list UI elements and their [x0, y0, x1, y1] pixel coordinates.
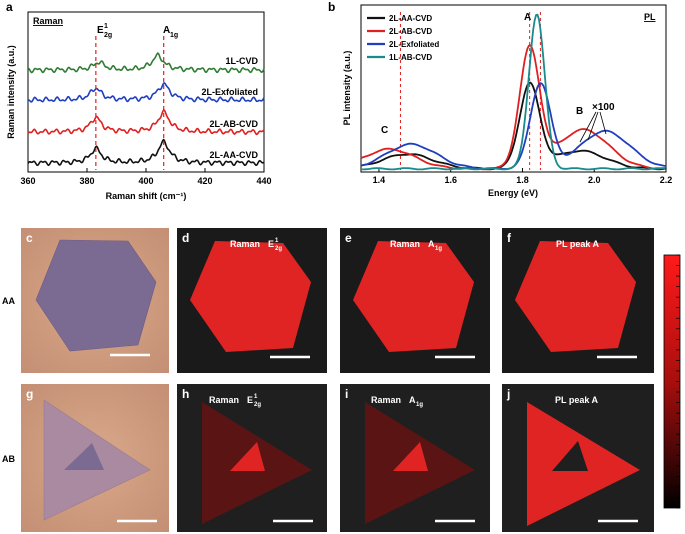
raman-title: Raman [33, 16, 63, 26]
svg-text:1g: 1g [435, 246, 442, 252]
panel-letter-c: c [26, 231, 33, 245]
pl-x-ticks: 1.4 1.6 1.8 2.0 2.2 [373, 168, 673, 185]
panel-letter-h: h [182, 387, 189, 401]
svg-text:Raman: Raman [371, 395, 401, 405]
pl-legend-label: 1L-AB-CVD [389, 53, 432, 62]
pl-y-axis-label: PL intensity (a.u.) [342, 51, 352, 126]
svg-text:A: A [428, 239, 435, 249]
raman-line-1l-cvd [27, 52, 265, 74]
raman-x-axis-label: Raman shift (cm⁻¹) [106, 191, 187, 201]
raman-line-2l-ab-cvd [27, 109, 265, 136]
raman-e2g-main: E [97, 25, 104, 36]
raman-line-2l-aa-cvd [27, 138, 265, 167]
raman-series-label: 2L-AB-CVD [210, 119, 259, 129]
panel-letter-i: i [345, 387, 348, 401]
pl-annotation-x100: ×100 [592, 102, 615, 113]
pl-annotation-arrows [579, 111, 607, 143]
panel-letter-a: a [6, 0, 13, 14]
svg-text:A: A [409, 395, 416, 405]
panel-g-optical-ab: g [21, 384, 169, 532]
pl-legend-label: 2L-AB-CVD [389, 27, 432, 36]
raman-x-tick-label: 420 [197, 176, 212, 186]
map-label-raman-e2g-d: Raman E 1 2g [230, 238, 282, 252]
svg-text:E: E [268, 239, 274, 249]
raman-series-labels: 1L-CVD 2L-Exfoliated 2L-AB-CVD 2L-AA-CVD [201, 56, 258, 160]
panel-d-raman-e2g-map-aa: d Raman E 1 2g [177, 228, 327, 373]
map-label-raman-a1g-e: Raman A 1g [390, 239, 442, 252]
pl-peak-label-a: A [524, 12, 531, 23]
row-label-aa: AA [2, 296, 15, 306]
panel-letter-j: j [506, 387, 510, 401]
svg-text:2g: 2g [275, 246, 282, 252]
panel-letter-g: g [26, 387, 33, 401]
raman-series-label: 1L-CVD [225, 56, 258, 66]
pl-plot-frame [360, 4, 667, 173]
svg-text:1g: 1g [416, 402, 423, 408]
panel-c-optical-aa: c [21, 228, 169, 373]
pl-line-2l-ab-cvd [360, 44, 666, 171]
pl-legend-label: 2L-Exfoliated [389, 40, 439, 49]
map-label-raman-a1g-i: Raman A 1g [371, 395, 423, 408]
panel-e-raman-a1g-map-aa: e Raman A 1g [340, 228, 490, 373]
pl-x-tick-label: 1.6 [444, 175, 457, 185]
map-label-pl-peak-a-f: PL peak A [556, 239, 600, 249]
pl-legend: 2L-AA-CVD 2L-AB-CVD 2L-Exfoliated 1L-AB-CVD [367, 14, 439, 62]
pl-x-tick-label: 2.2 [660, 175, 673, 185]
pl-peak-label-b: B [576, 106, 583, 117]
pl-x-tick-label: 2.0 [588, 175, 601, 185]
map-label-raman-e2g-h: Raman E 1 2g [209, 394, 261, 408]
raman-x-ticks: 360 380 400 420 440 [20, 168, 272, 186]
svg-text:E: E [247, 395, 253, 405]
panel-h-raman-e2g-map-ab: h Raman E 1 2g [177, 384, 327, 532]
raman-x-tick-label: 360 [20, 176, 35, 186]
svg-text:Raman: Raman [230, 239, 260, 249]
pl-x-tick-label: 1.4 [373, 175, 386, 185]
svg-text:1: 1 [254, 394, 258, 400]
panel-f-pl-peak-a-map-aa: f PL peak A [502, 228, 654, 373]
colorbar-ticks [676, 254, 680, 509]
svg-text:Raman: Raman [209, 395, 239, 405]
raman-peak-label-a1g: A 1g [163, 25, 178, 39]
pl-series-lines [360, 12, 666, 171]
raman-series-lines [27, 36, 265, 170]
raman-y-axis-label: Raman intensity (a.u.) [6, 45, 16, 139]
raman-e2g-sup: 1 [104, 23, 108, 30]
map-label-pl-peak-a-j: PL peak A [555, 395, 599, 405]
pl-x-tick-label: 1.8 [516, 175, 529, 185]
raman-a1g-main: A [163, 25, 170, 36]
panel-letter-f: f [507, 231, 512, 245]
panel-letter-d: d [182, 231, 189, 245]
panel-i-raman-a1g-map-ab: i Raman A 1g [340, 384, 490, 532]
raman-series-label: 2L-AA-CVD [210, 150, 259, 160]
raman-e2g-sub: 2g [104, 32, 112, 39]
raman-a1g-sub: 1g [170, 32, 178, 39]
colorbar [663, 254, 681, 509]
svg-text:2g: 2g [254, 402, 261, 408]
row-label-ab: AB [2, 454, 15, 464]
pl-title: PL [644, 12, 656, 22]
pl-chart: b PL PL intensity (a.u.) Energy (eV) 1.4… [328, 0, 672, 198]
raman-chart: a Raman Raman intensity (a.u.) Raman shi… [6, 0, 272, 201]
pl-line-1l-ab-cvd [360, 13, 666, 171]
raman-x-tick-label: 440 [256, 176, 271, 186]
panel-letter-e: e [345, 231, 352, 245]
raman-x-tick-label: 380 [79, 176, 94, 186]
raman-series-label: 2L-Exfoliated [201, 87, 258, 97]
svg-text:1: 1 [275, 238, 279, 244]
raman-line-2l-exfoliated [28, 82, 265, 103]
pl-peak-label-c: C [381, 125, 388, 136]
raman-x-tick-label: 400 [138, 176, 153, 186]
svg-text:Raman: Raman [390, 239, 420, 249]
pl-x-axis-label: Energy (eV) [488, 188, 538, 198]
pl-line-2l-aa-cvd [360, 81, 666, 171]
raman-peak-label-e2g: E 1 2g [97, 23, 112, 39]
panel-letter-b: b [328, 0, 335, 14]
panel-j-pl-peak-a-map-ab: j PL peak A [502, 384, 654, 532]
pl-legend-label: 2L-AA-CVD [389, 14, 432, 23]
